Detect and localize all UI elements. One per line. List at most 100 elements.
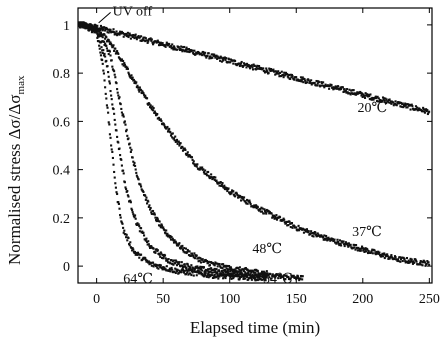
data-point: [238, 196, 241, 199]
data-point: [92, 25, 95, 28]
data-point: [336, 238, 339, 241]
data-point: [147, 40, 150, 43]
data-point: [210, 274, 213, 277]
data-point: [241, 197, 244, 200]
data-point: [244, 266, 247, 270]
data-point: [153, 213, 156, 216]
data-point: [194, 53, 197, 56]
data-point: [224, 277, 227, 280]
y-tick-label: 0.8: [53, 67, 71, 82]
data-point: [409, 108, 412, 111]
data-point: [168, 43, 171, 46]
data-point: [212, 268, 215, 271]
data-point: [221, 274, 224, 277]
data-point: [209, 270, 212, 273]
data-point: [278, 71, 282, 75]
data-point: [217, 269, 220, 272]
data-point: [366, 93, 369, 96]
data-point: [109, 136, 112, 139]
data-point: [114, 52, 117, 55]
data-point: [266, 272, 269, 275]
data-point: [366, 95, 370, 98]
data-point: [230, 192, 233, 195]
data-point: [90, 29, 94, 32]
data-point: [323, 84, 326, 88]
data-point: [133, 216, 136, 219]
data-point: [296, 275, 300, 278]
data-point: [186, 271, 189, 274]
data-point: [213, 275, 216, 278]
data-point: [241, 275, 244, 278]
data-point: [403, 104, 406, 107]
data-point: [262, 273, 265, 276]
data-point: [166, 261, 170, 264]
data-point: [175, 268, 178, 271]
y-axis-title-subscript: max: [15, 75, 27, 94]
data-point: [118, 33, 121, 36]
data-point: [224, 186, 227, 189]
data-point: [293, 225, 296, 228]
data-point: [293, 78, 296, 81]
data-point: [405, 106, 408, 109]
data-point: [192, 256, 195, 259]
data-point: [132, 213, 135, 216]
data-point: [97, 29, 100, 32]
data-point: [172, 239, 175, 242]
data-point: [207, 52, 210, 55]
data-point: [260, 275, 263, 278]
data-point: [191, 49, 194, 52]
data-point: [404, 104, 407, 107]
data-point: [175, 270, 179, 273]
data-point: [175, 139, 178, 143]
data-point: [352, 92, 355, 95]
data-point: [106, 31, 109, 34]
data-point: [178, 48, 182, 52]
data-point: [146, 259, 149, 262]
data-point: [398, 101, 401, 104]
data-point: [161, 42, 164, 45]
data-point: [241, 195, 244, 199]
data-point: [219, 265, 222, 268]
data-point: [189, 272, 192, 275]
data-point: [331, 237, 334, 241]
data-point: [227, 187, 230, 190]
data-point: [156, 249, 159, 252]
data-point: [168, 267, 171, 270]
data-point: [150, 261, 153, 265]
data-point: [240, 275, 243, 278]
data-point: [275, 218, 279, 221]
data-point: [200, 52, 203, 55]
data-point: [238, 268, 241, 271]
data-point: [97, 40, 100, 43]
data-point: [265, 276, 268, 279]
data-point: [246, 275, 249, 278]
data-point: [153, 110, 156, 113]
data-point: [165, 265, 168, 268]
data-point: [389, 255, 392, 258]
data-point: [107, 53, 110, 56]
data-point: [223, 56, 226, 59]
data-point: [229, 61, 232, 64]
data-point: [137, 253, 140, 256]
data-point: [237, 275, 240, 278]
data-point: [377, 97, 380, 100]
data-point: [342, 240, 345, 243]
data-point: [184, 152, 188, 155]
data-point: [123, 181, 126, 184]
data-point: [195, 265, 198, 268]
data-point: [259, 278, 262, 281]
data-point: [377, 250, 380, 253]
data-point: [415, 260, 418, 263]
data-point: [213, 54, 216, 57]
data-point: [232, 268, 235, 272]
data-point: [122, 35, 125, 38]
data-point: [189, 266, 192, 269]
data-point: [202, 266, 205, 269]
data-point: [405, 256, 409, 260]
data-point: [193, 267, 197, 270]
data-point: [381, 99, 384, 102]
data-point: [245, 66, 248, 69]
data-point: [226, 272, 229, 275]
data-point: [156, 266, 159, 269]
data-point: [250, 277, 253, 280]
